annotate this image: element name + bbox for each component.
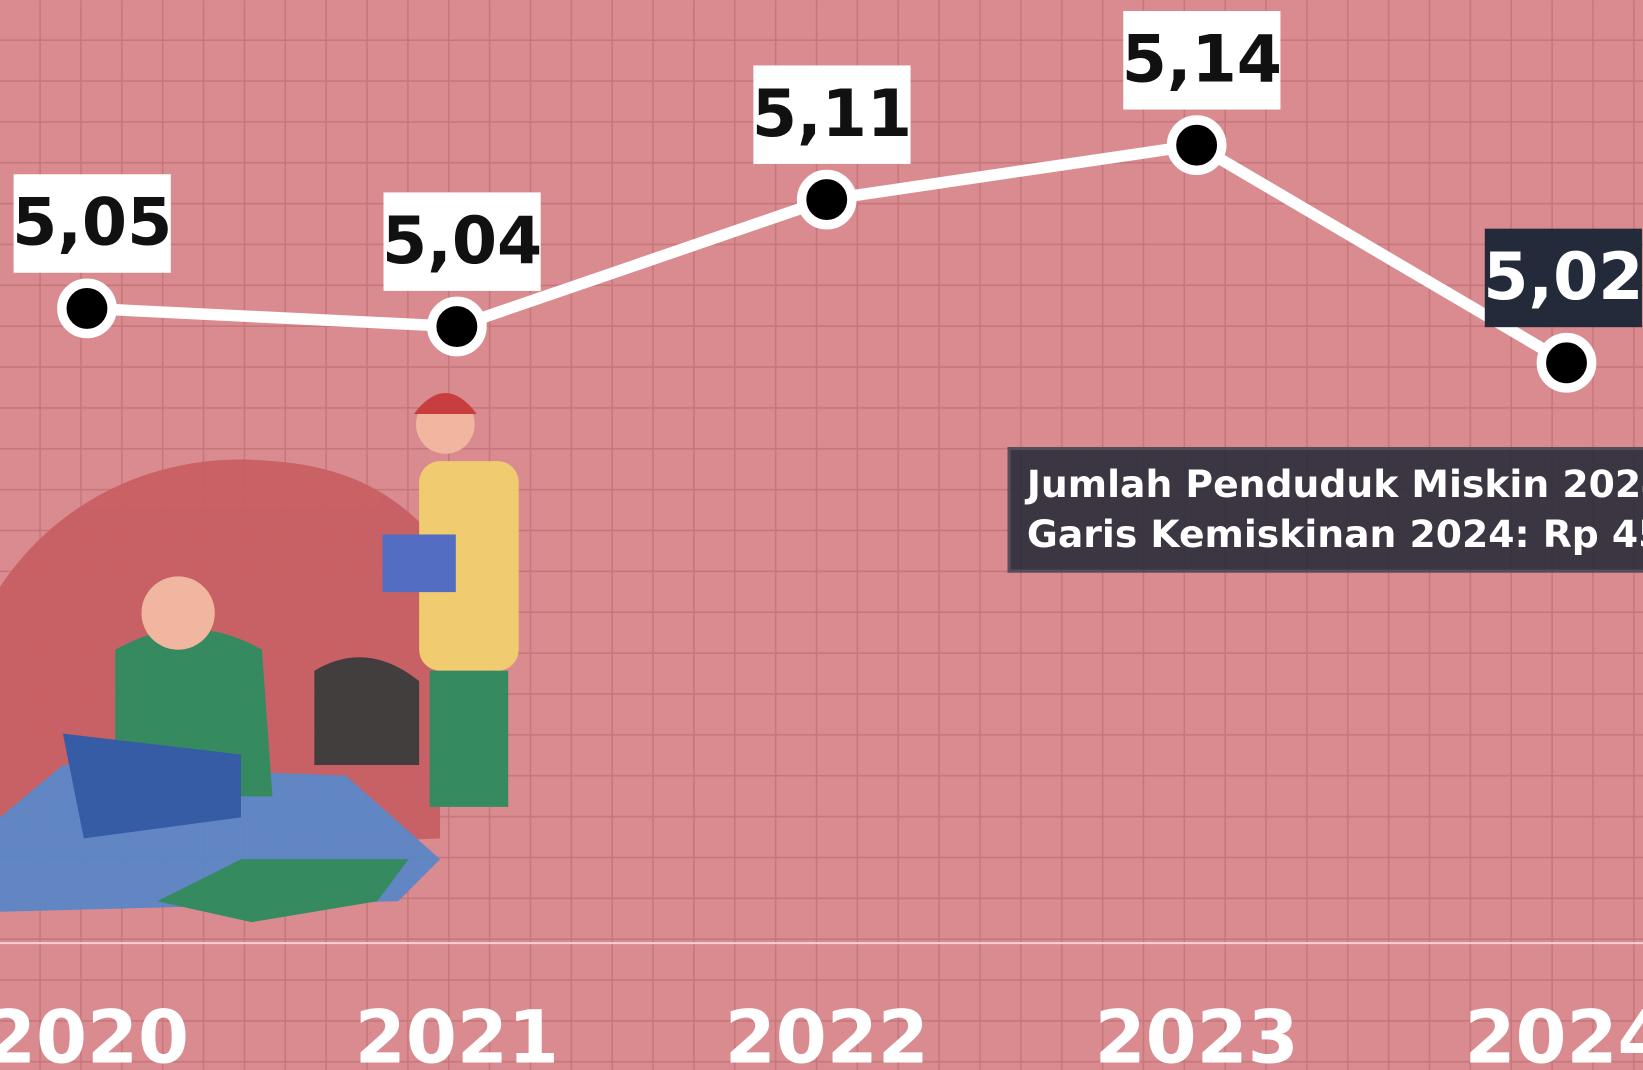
x-tick-label: 2022 (725, 996, 929, 1070)
annotation: Garis Kemiskinan 2024: Rp 458. (1027, 512, 1643, 556)
value-label: 5,14 (1122, 22, 1282, 97)
x-tick-label: 2023 (1095, 996, 1299, 1070)
data-point (57, 278, 117, 339)
x-tick-label: 2020 (0, 996, 189, 1070)
value-label-box (1484, 228, 1642, 328)
data-point (1166, 115, 1227, 176)
value-label: 5,11 (752, 77, 912, 152)
data-point (426, 296, 487, 357)
data-point (796, 169, 857, 230)
x-tick-label: 2024 (1464, 996, 1643, 1070)
x-tick-label: 2021 (355, 996, 559, 1070)
annotation-box: Jumlah Penduduk Miskin 2024: Garis Kemis… (1007, 446, 1643, 573)
value-label: 5,02 (1483, 240, 1643, 315)
illustration (0, 393, 519, 923)
value-label: 5,04 (382, 204, 542, 279)
data-point (1536, 332, 1597, 393)
value-label-box (753, 65, 911, 164)
value-label-box (13, 174, 171, 273)
value-label: 5,05 (12, 186, 172, 261)
annotation: Jumlah Penduduk Miskin 2024: (1024, 462, 1643, 506)
value-label-box (383, 192, 541, 291)
value-label-box (1123, 11, 1281, 110)
annotation-background (1007, 446, 1643, 573)
